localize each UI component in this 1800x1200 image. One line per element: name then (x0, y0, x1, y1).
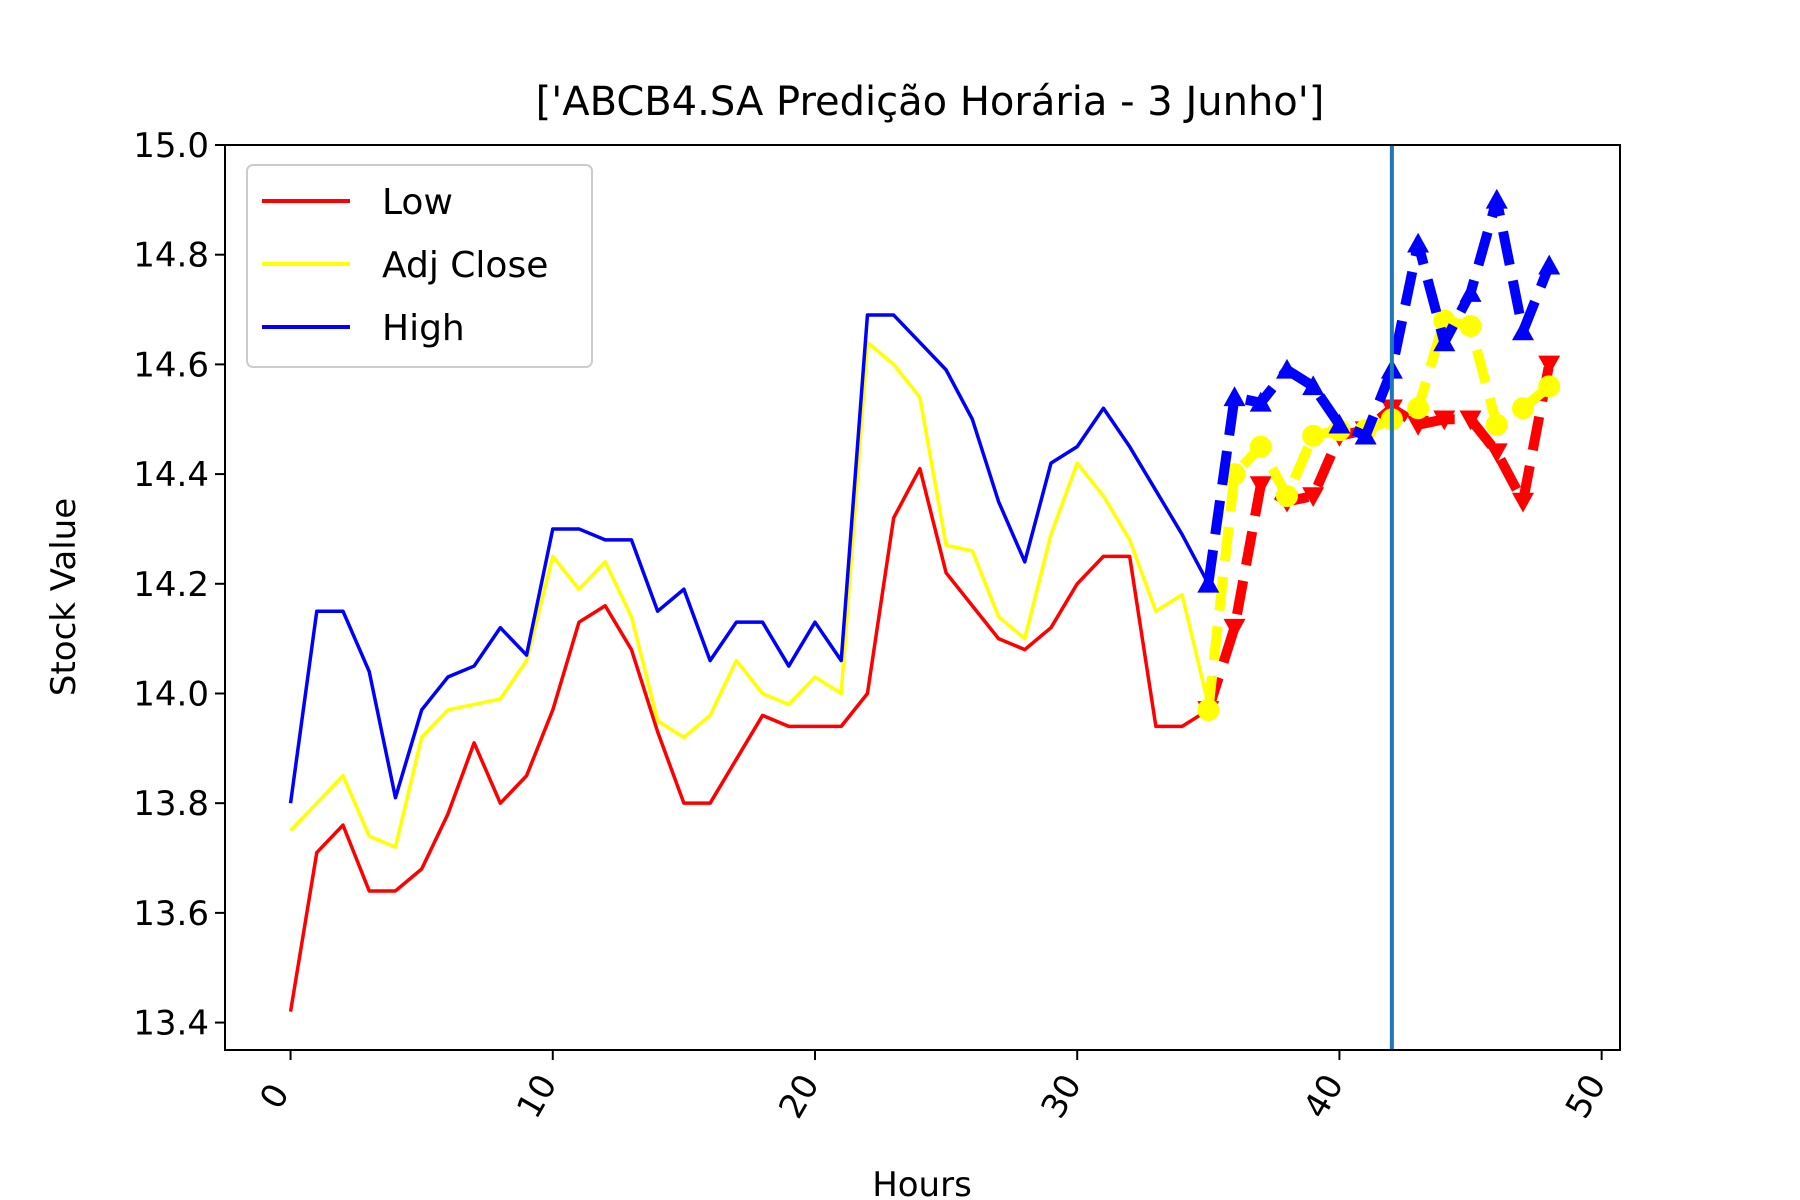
prediction-point (1485, 443, 1508, 464)
x-tick-label: 50 (1558, 1068, 1614, 1125)
legend-label: Adj Close (382, 245, 548, 286)
y-tick-label: 14.6 (133, 345, 209, 385)
prediction-point (1511, 397, 1534, 420)
legend-label: Low (382, 182, 453, 223)
prediction-point (1538, 355, 1561, 376)
prediction-point (1197, 572, 1220, 593)
series-line-adj-close (289, 340, 1211, 849)
y-tick-label: 13.4 (133, 1004, 209, 1044)
prediction-point (1459, 410, 1482, 431)
prediction-point (1485, 188, 1508, 209)
x-tick-label: 20 (771, 1068, 827, 1125)
prediction-point (1275, 358, 1298, 379)
y-tick-label: 14.2 (133, 565, 209, 605)
plot-area (288, 145, 1561, 1050)
prediction-point (1407, 415, 1430, 436)
prediction-point (1197, 698, 1220, 721)
prediction-line-2 (1203, 194, 1554, 585)
y-tick-label: 13.6 (133, 894, 209, 934)
legend: Low Adj Close High (246, 164, 593, 368)
prediction-point (1328, 413, 1351, 434)
y-axis-label: Stock Value (44, 498, 84, 696)
y-tick-label: 15.0 (133, 126, 209, 166)
prediction-point (1302, 375, 1325, 396)
prediction-point (1407, 397, 1430, 420)
prediction-point (1511, 320, 1534, 341)
prediction-point (1511, 492, 1534, 513)
x-tick-label: 10 (509, 1068, 565, 1125)
x-tick-label: 0 (252, 1077, 297, 1116)
prediction-point (1302, 424, 1325, 447)
prediction-point (1459, 315, 1482, 337)
prediction-point (1275, 485, 1298, 508)
prediction-point (1538, 254, 1561, 275)
chart-title: ['ABCB4.SA Predição Horária - 3 Junho'] (536, 79, 1325, 125)
y-tick-label: 14.8 (133, 236, 209, 276)
prediction-point (1485, 413, 1508, 436)
legend-label: High (382, 308, 465, 349)
series-line-low (288, 466, 1210, 1012)
legend-box (246, 164, 593, 368)
series-line-high (288, 313, 1210, 804)
prediction-point (1433, 331, 1456, 352)
prediction-point (1249, 391, 1272, 412)
y-tick-label: 13.8 (133, 784, 209, 824)
prediction-point (1223, 386, 1246, 407)
x-axis: 0 10 20 30 40 50 (252, 1050, 1614, 1125)
prediction-point (1459, 282, 1482, 302)
prediction-point (1433, 410, 1456, 431)
prediction-point (1407, 232, 1430, 253)
x-tick-label: 40 (1296, 1068, 1352, 1125)
prediction-point (1302, 487, 1325, 508)
prediction-line-1 (1203, 315, 1553, 711)
y-tick-label: 14.4 (133, 455, 209, 495)
prediction-point (1249, 476, 1272, 497)
x-axis-label: Hours (872, 1165, 972, 1200)
y-axis: 13.4 13.6 13.8 14.0 14.2 14.4 14.6 14.8 15.0 (133, 126, 225, 1044)
x-tick-label: 30 (1034, 1068, 1090, 1125)
prediction-point (1223, 618, 1246, 639)
prediction-point (1354, 424, 1377, 445)
prediction-point (1538, 375, 1561, 398)
axes-frame (224, 144, 1621, 1051)
prediction-point (1249, 435, 1272, 458)
y-tick-label: 14.0 (133, 674, 209, 714)
